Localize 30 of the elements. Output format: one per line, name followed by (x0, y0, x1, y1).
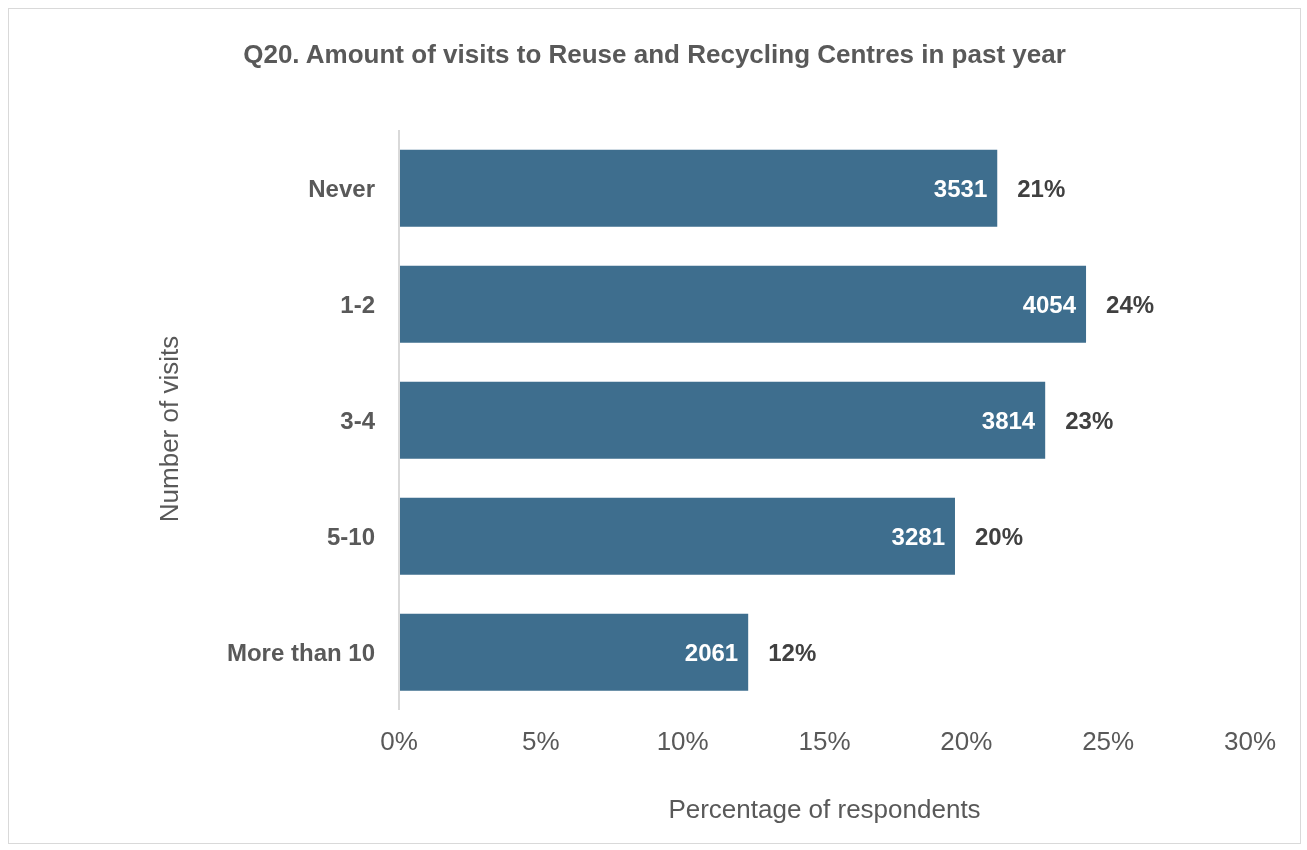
y-tick-label: 5-10 (326, 522, 375, 550)
y-tick-label: More than 10 (226, 638, 375, 666)
data-label: 20% (974, 522, 1024, 550)
x-tick-label: 10% (656, 726, 709, 757)
x-tick-label: 20% (940, 726, 993, 757)
annotation: 3531 (933, 174, 988, 202)
y-tick-label: Never (308, 174, 375, 202)
bar (399, 149, 998, 227)
x-tick-label: 0% (380, 726, 418, 757)
bar (399, 265, 1087, 343)
y-tick-label: 3-4 (340, 406, 376, 434)
data-label: 23% (1065, 406, 1114, 434)
x-tick-label: 25% (1082, 726, 1135, 757)
data-label: 12% (768, 638, 817, 666)
data-label: 21% (1017, 174, 1066, 202)
annotation: 2061 (684, 638, 739, 666)
chart-title: Q20. Amount of visits to Reuse and Recycling Centres in past year (242, 39, 1067, 70)
bar (399, 381, 1046, 459)
y-tick-label: 1-2 (340, 290, 375, 318)
bar (399, 497, 955, 575)
x-tick-label: 5% (522, 726, 560, 757)
annotation: 3281 (891, 522, 945, 550)
data-label: 24% (1106, 290, 1155, 318)
x-tick-label: 15% (798, 726, 851, 757)
annotation: 4054 (1022, 290, 1077, 318)
bar (399, 613, 749, 691)
annotation: 3814 (981, 406, 1036, 434)
y-axis-title: Number of visits (153, 335, 185, 523)
x-tick-label: 30% (1223, 726, 1277, 757)
x-axis-title: Percentage of respondents (667, 794, 982, 825)
